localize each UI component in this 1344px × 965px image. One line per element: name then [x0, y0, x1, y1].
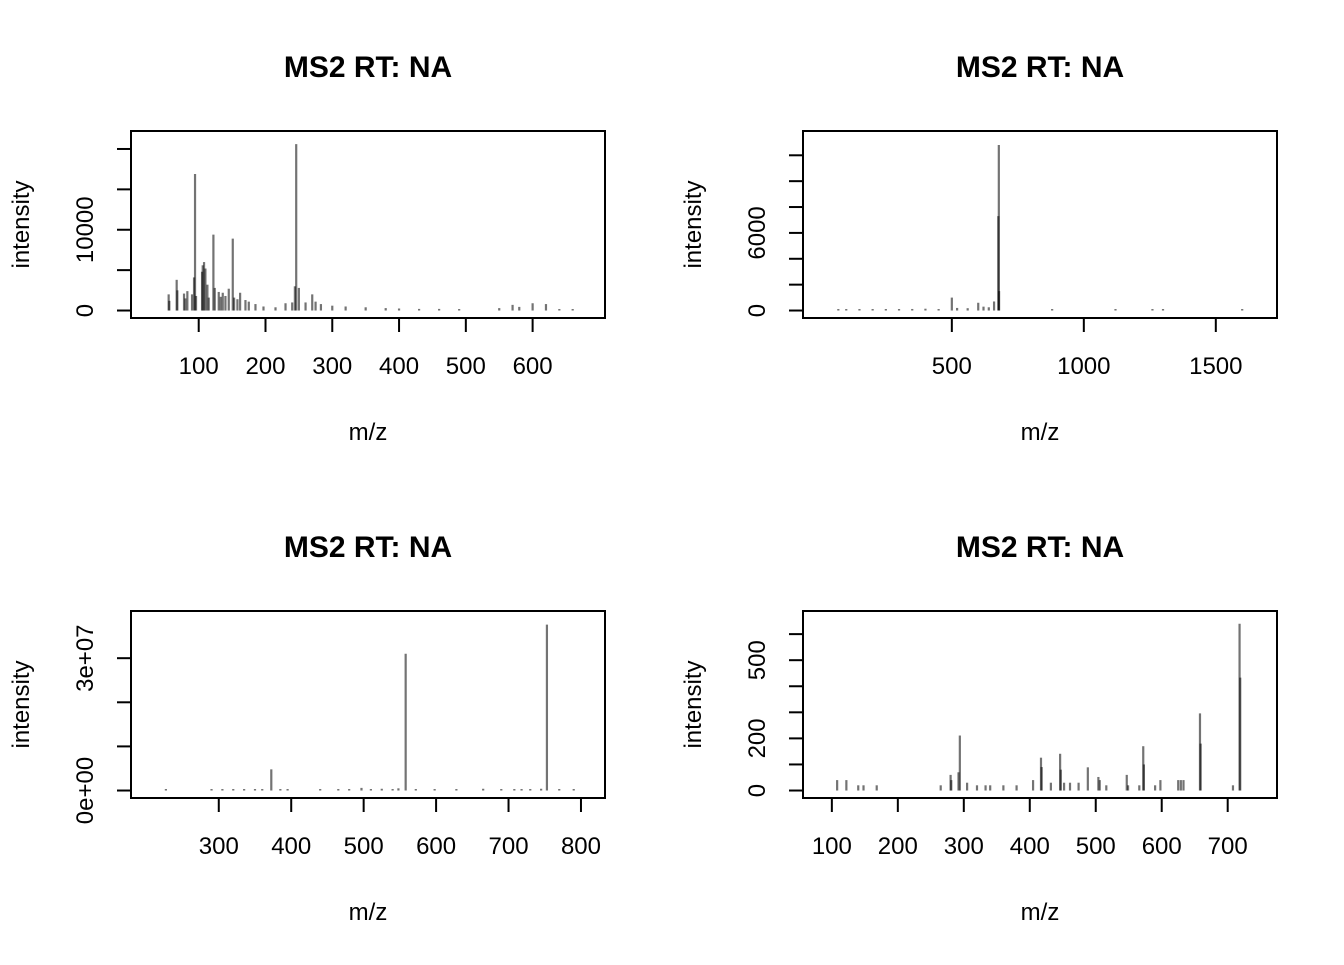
y-tick-label: 3e+07 — [72, 624, 99, 691]
x-tick-label: 300 — [944, 833, 984, 860]
x-tick-label: 400 — [379, 353, 419, 380]
y-tick-label: 10000 — [72, 196, 99, 263]
y-tick-label: 0 — [744, 784, 771, 797]
y-axis: 0 200 500 — [744, 633, 804, 797]
panel-title: MS2 RT: NA — [956, 51, 1124, 84]
panel-3: MS2 RT: NA m/z intensity 300 400 500 600 700 800… — [8, 531, 606, 926]
x-tick-label: 200 — [878, 833, 918, 860]
x-tick-label: 500 — [344, 833, 384, 860]
peaks — [164, 624, 575, 791]
x-axis-label: m/z — [1021, 899, 1060, 926]
x-axis-label: m/z — [349, 419, 388, 446]
panel-title: MS2 RT: NA — [284, 531, 452, 564]
x-tick-label: 400 — [1010, 833, 1050, 860]
y-axis-label: intensity — [8, 660, 35, 748]
y-tick-label: 200 — [744, 718, 771, 758]
x-axis: 100 200 300 400 500 600 700 — [812, 797, 1248, 860]
x-tick-label: 500 — [932, 353, 972, 380]
peaks — [836, 623, 1242, 791]
x-tick-label: 600 — [1142, 833, 1182, 860]
y-axis-label: intensity — [680, 180, 707, 268]
y-tick-label: 0 — [72, 304, 99, 317]
x-axis: 300 400 500 600 700 800 — [199, 797, 601, 860]
y-axis-label: intensity — [680, 660, 707, 748]
x-tick-label: 700 — [1208, 833, 1248, 860]
x-tick-label: 300 — [312, 353, 352, 380]
x-tick-label: 700 — [489, 833, 529, 860]
panel-title: MS2 RT: NA — [956, 531, 1124, 564]
x-tick-label: 1500 — [1189, 353, 1242, 380]
x-tick-label: 100 — [179, 353, 219, 380]
panel-2: MS2 RT: NA m/z intensity 500 1000 1500 0 6000 — [680, 51, 1278, 446]
x-tick-label: 500 — [1076, 833, 1116, 860]
x-tick-label: 300 — [199, 833, 239, 860]
y-axis: 0 10000 — [72, 147, 132, 317]
y-tick-label: 0 — [744, 304, 771, 317]
panel-1: MS2 RT: NA m/z intensity 100 200 300 400 500 600… — [8, 51, 606, 446]
x-tick-label: 400 — [271, 833, 311, 860]
x-axis-label: m/z — [349, 899, 388, 926]
panel-title: MS2 RT: NA — [284, 51, 452, 84]
peaks — [167, 144, 574, 311]
x-tick-label: 800 — [561, 833, 601, 860]
y-tick-label: 500 — [744, 640, 771, 680]
x-tick-label: 200 — [245, 353, 285, 380]
x-tick-label: 1000 — [1057, 353, 1110, 380]
panel-4: MS2 RT: NA m/z intensity 100 200 300 400 500 600… — [680, 531, 1278, 926]
plot-box — [130, 610, 606, 799]
x-axis-label: m/z — [1021, 419, 1060, 446]
y-axis-label: intensity — [8, 180, 35, 268]
y-tick-label: 6000 — [744, 206, 771, 259]
x-tick-label: 600 — [416, 833, 456, 860]
x-axis: 100 200 300 400 500 600 — [179, 317, 553, 380]
x-tick-label: 100 — [812, 833, 852, 860]
x-tick-label: 500 — [446, 353, 486, 380]
y-axis: 0 6000 — [744, 154, 804, 317]
plot-box — [802, 130, 1278, 319]
peaks — [837, 144, 1244, 311]
y-tick-label: 0e+00 — [72, 757, 99, 824]
x-axis: 500 1000 1500 — [932, 317, 1243, 380]
x-tick-label: 600 — [513, 353, 553, 380]
y-axis: 0e+00 3e+07 — [72, 624, 132, 824]
